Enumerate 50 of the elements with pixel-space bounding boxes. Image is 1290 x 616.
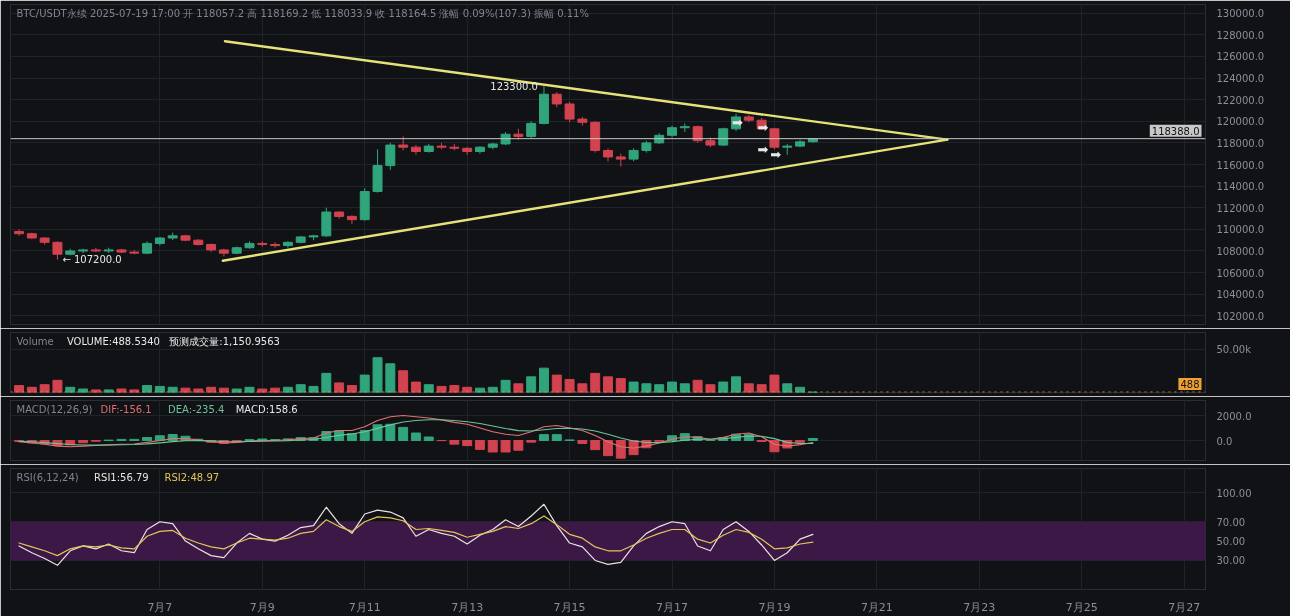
chart-title: BTC/USDT永续 2025-07-19 17:00 开 118057.2 高 118169.2 低 118033.9 收 118164.5 涨幅 0.09%(107.3) 振幅 0.11% <box>16 7 589 19</box>
y-tick-label: 70.00 <box>1216 516 1246 528</box>
x-tick-label: 7月11 <box>348 600 381 614</box>
chart-title: MACD(12,26,9) <box>16 403 93 415</box>
y-tick-label: 0.0 <box>1216 435 1233 447</box>
x-tick-label: 7月25 <box>1065 600 1098 614</box>
text: RSI2:48.97 <box>164 471 220 483</box>
text: RSI1:56.79 <box>94 471 149 483</box>
y-tick-label: 100.00 <box>1216 487 1252 499</box>
x-tick-label: 7月19 <box>758 600 791 614</box>
chart-title: RSI(6,12,24) <box>16 471 79 483</box>
y-tick-label: 106000.0 <box>1216 267 1265 279</box>
x-tick-label: 7月15 <box>553 600 586 614</box>
ref-line-label: 488 <box>1180 379 1200 391</box>
x-tick-label: 7月23 <box>963 600 996 614</box>
x-tick-label: 7月13 <box>451 600 484 614</box>
x-tick-label: 7月21 <box>860 600 893 614</box>
y-tick-label: 50.00 <box>1216 536 1246 548</box>
annotation: 预测成交量:1,150.9563 <box>169 335 280 347</box>
text: DIF:-156.1 <box>100 403 152 415</box>
text: DEA:-235.4 <box>168 403 225 415</box>
y-tick-label: 116000.0 <box>1216 159 1265 171</box>
annotation: ← 107200.0 <box>62 254 122 266</box>
y-tick-label: 110000.0 <box>1216 224 1265 236</box>
x-tick-label: 7月7 <box>147 600 173 614</box>
x-tick-label: 7月9 <box>249 600 275 614</box>
y-tick-label: 128000.0 <box>1216 29 1265 41</box>
annotation: ➡ <box>757 141 769 157</box>
x-tick-label: 7月27 <box>1168 600 1201 614</box>
annotation: ➡ <box>770 147 782 163</box>
y-tick-label: 122000.0 <box>1216 94 1265 106</box>
annotation: MACD:158.6 <box>235 403 298 415</box>
y-tick-label: 130000.0 <box>1216 8 1265 20</box>
y-tick-label: 108000.0 <box>1216 245 1265 257</box>
y-tick-label: 102000.0 <box>1216 310 1265 322</box>
y-tick-label: 120000.0 <box>1216 116 1265 128</box>
annotation: VOLUME:488.5340 <box>66 335 160 347</box>
y-tick-label: 124000.0 <box>1216 73 1265 85</box>
y-tick-label: 30.00 <box>1216 555 1246 567</box>
y-tick-label: 104000.0 <box>1216 289 1265 301</box>
y-tick-label: 2000.0 <box>1216 410 1252 422</box>
ref-line-label: 118388.0 <box>1151 125 1200 137</box>
y-tick-label: 126000.0 <box>1216 51 1265 63</box>
x-tick-label: 7月17 <box>656 600 689 614</box>
annotation: 123300.0 <box>490 80 538 92</box>
y-tick-label: 112000.0 <box>1216 202 1265 214</box>
y-tick-label: 118000.0 <box>1216 137 1265 149</box>
chart-title: Volume <box>16 335 54 347</box>
y-tick-label: 50.00k <box>1216 343 1252 355</box>
y-tick-label: 114000.0 <box>1216 181 1265 193</box>
